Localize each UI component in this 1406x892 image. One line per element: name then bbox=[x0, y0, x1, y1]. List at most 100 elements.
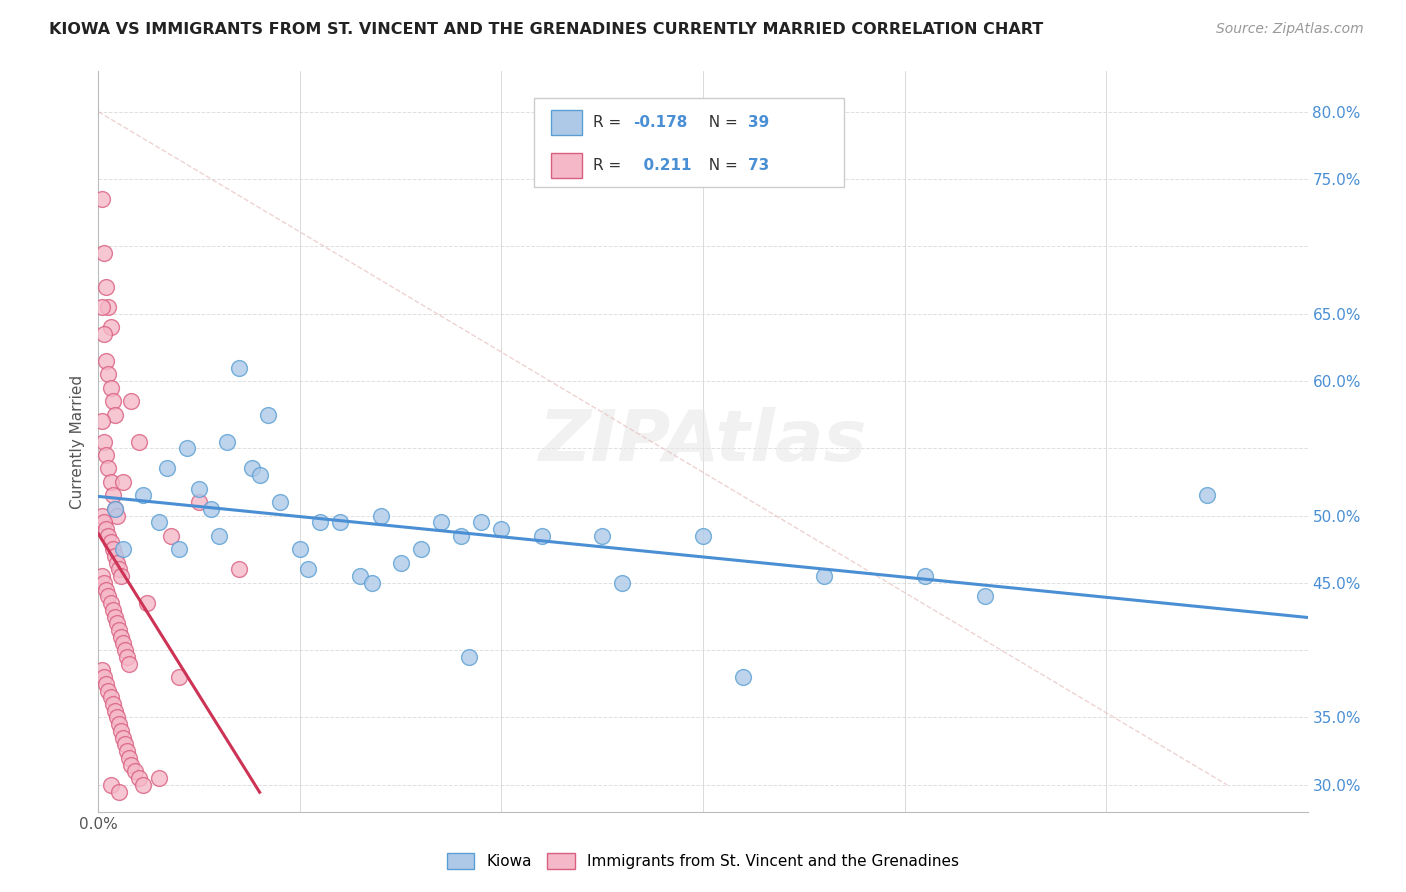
Point bbox=[128, 434, 150, 449]
Text: 0.211: 0.211 bbox=[633, 158, 692, 172]
Point bbox=[160, 529, 183, 543]
Point bbox=[107, 623, 129, 637]
Y-axis label: Currently Married: Currently Married bbox=[70, 375, 86, 508]
Point bbox=[110, 630, 132, 644]
Point bbox=[692, 529, 714, 543]
Point bbox=[115, 744, 138, 758]
Point bbox=[96, 353, 118, 368]
Point bbox=[208, 529, 231, 543]
Point bbox=[96, 448, 118, 462]
Point bbox=[118, 751, 141, 765]
Point bbox=[105, 616, 128, 631]
Point bbox=[100, 381, 122, 395]
Point bbox=[530, 529, 553, 543]
Point bbox=[101, 488, 124, 502]
Point bbox=[188, 482, 211, 496]
Point bbox=[409, 542, 432, 557]
Point bbox=[91, 414, 114, 428]
Point bbox=[217, 434, 239, 449]
Point bbox=[96, 677, 118, 691]
Point bbox=[228, 562, 250, 576]
Point bbox=[167, 542, 190, 557]
Point bbox=[269, 495, 291, 509]
Point bbox=[103, 609, 125, 624]
Point bbox=[96, 582, 118, 597]
Text: R =: R = bbox=[593, 158, 627, 172]
Point bbox=[96, 522, 118, 536]
Point bbox=[914, 569, 936, 583]
Point bbox=[120, 394, 142, 409]
Point bbox=[103, 704, 125, 718]
Point bbox=[329, 516, 352, 530]
Point bbox=[107, 562, 129, 576]
Point bbox=[105, 556, 128, 570]
Point bbox=[1195, 488, 1218, 502]
Point bbox=[91, 664, 114, 678]
Point bbox=[111, 731, 134, 745]
Point bbox=[120, 757, 142, 772]
Point bbox=[148, 516, 170, 530]
Point bbox=[100, 535, 122, 549]
Point bbox=[361, 575, 384, 590]
Point bbox=[101, 542, 124, 557]
Point bbox=[813, 569, 835, 583]
Point bbox=[93, 434, 115, 449]
Point bbox=[114, 643, 136, 657]
Point bbox=[297, 562, 319, 576]
Text: ZIPAtlas: ZIPAtlas bbox=[538, 407, 868, 476]
Point bbox=[156, 461, 179, 475]
Point bbox=[96, 279, 118, 293]
Point bbox=[132, 488, 155, 502]
Point bbox=[97, 461, 120, 475]
Point bbox=[200, 501, 222, 516]
Point bbox=[176, 442, 198, 456]
Point bbox=[430, 516, 453, 530]
Point bbox=[111, 542, 134, 557]
Point bbox=[470, 516, 492, 530]
Text: N =: N = bbox=[699, 115, 742, 130]
Point bbox=[93, 326, 115, 341]
Point bbox=[91, 508, 114, 523]
Point bbox=[103, 549, 125, 563]
Text: 39: 39 bbox=[748, 115, 769, 130]
Point bbox=[114, 738, 136, 752]
Point bbox=[256, 408, 278, 422]
Point bbox=[100, 596, 122, 610]
Point bbox=[111, 636, 134, 650]
Point bbox=[100, 778, 122, 792]
Point bbox=[110, 569, 132, 583]
Point bbox=[309, 516, 332, 530]
Point bbox=[288, 542, 311, 557]
Point bbox=[107, 717, 129, 731]
Text: -0.178: -0.178 bbox=[633, 115, 688, 130]
Point bbox=[97, 529, 120, 543]
Point bbox=[132, 778, 155, 792]
Point bbox=[101, 697, 124, 711]
Text: R =: R = bbox=[593, 115, 627, 130]
Point bbox=[97, 368, 120, 382]
Point bbox=[249, 468, 271, 483]
Point bbox=[101, 394, 124, 409]
Point bbox=[389, 556, 412, 570]
Legend: Kiowa, Immigrants from St. Vincent and the Grenadines: Kiowa, Immigrants from St. Vincent and t… bbox=[440, 847, 966, 875]
Point bbox=[167, 670, 190, 684]
Point bbox=[240, 461, 263, 475]
Point bbox=[101, 603, 124, 617]
Point bbox=[124, 764, 146, 779]
Point bbox=[103, 408, 125, 422]
Point bbox=[450, 529, 472, 543]
Point bbox=[91, 300, 114, 314]
Point bbox=[97, 683, 120, 698]
Point bbox=[105, 710, 128, 724]
Point bbox=[591, 529, 613, 543]
Point bbox=[93, 575, 115, 590]
Point bbox=[349, 569, 371, 583]
Point bbox=[93, 516, 115, 530]
Point bbox=[733, 670, 755, 684]
Point bbox=[93, 246, 115, 260]
Text: KIOWA VS IMMIGRANTS FROM ST. VINCENT AND THE GRENADINES CURRENTLY MARRIED CORREL: KIOWA VS IMMIGRANTS FROM ST. VINCENT AND… bbox=[49, 22, 1043, 37]
Point bbox=[100, 320, 122, 334]
Point bbox=[103, 501, 125, 516]
Point bbox=[100, 690, 122, 705]
Point bbox=[110, 723, 132, 738]
